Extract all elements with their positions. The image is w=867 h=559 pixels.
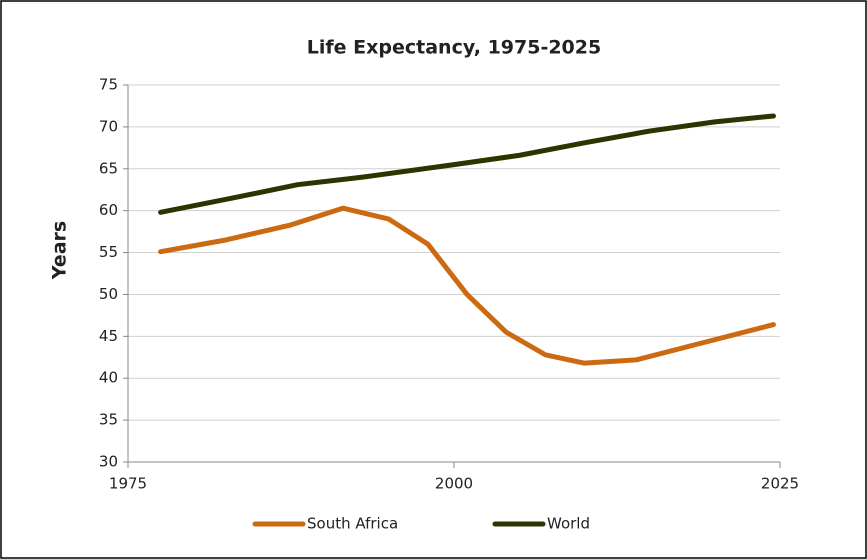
x-tick-label: 1975 [109,475,147,493]
y-tick-label: 75 [99,76,118,94]
y-tick-label: 60 [99,201,118,219]
legend-label: South Africa [307,515,398,533]
y-tick-label: 55 [99,243,118,261]
chart-title: Life Expectancy, 1975-2025 [307,37,601,59]
y-tick-label: 45 [99,327,118,345]
y-tick-label: 70 [99,117,118,135]
y-tick-label: 35 [99,411,118,429]
y-tick-label: 50 [99,285,118,303]
legend-label: World [547,515,590,533]
y-tick-label: 30 [99,453,118,471]
x-tick-label: 2000 [435,475,473,493]
y-tick-label: 65 [99,159,118,177]
series-line [158,113,776,215]
x-tick-label: 2025 [761,475,799,493]
y-tick-label: 40 [99,369,118,387]
series-line [158,205,776,366]
y-axis-label: Years [49,221,71,280]
